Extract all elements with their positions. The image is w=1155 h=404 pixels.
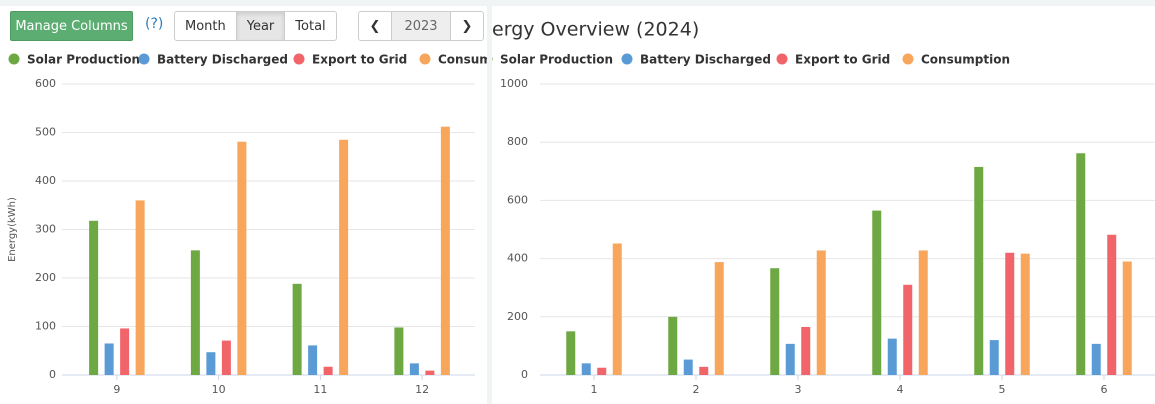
bar: [668, 316, 678, 375]
bar: [1091, 343, 1101, 375]
help-link[interactable]: (?): [145, 16, 164, 32]
bar: [292, 283, 302, 375]
bar: [394, 327, 404, 375]
y-tick-label: 400: [507, 252, 528, 265]
period-button[interactable]: Year: [235, 12, 285, 40]
y-tick-label: 0: [49, 368, 56, 381]
chart-title: Energy Overview (2024): [468, 19, 699, 41]
x-tick-label: 12: [415, 383, 429, 396]
bar: [683, 359, 693, 375]
manage-columns-button[interactable]: Manage Columns: [10, 11, 133, 41]
x-tick-label: 2: [693, 383, 700, 396]
bar: [89, 220, 99, 375]
bar: [699, 366, 709, 375]
right-chart: Energy Overview (2024) 0 200 400 600 800 1000 1…: [468, 19, 1155, 396]
bar: [989, 340, 999, 375]
bar: [918, 250, 928, 375]
bar: [1020, 253, 1030, 375]
bar: [221, 340, 231, 375]
legend-label: Export to Grid: [795, 53, 890, 67]
bar: [135, 200, 145, 375]
bar: [887, 338, 897, 375]
year-navigator: ❮ 2023 ❯: [358, 11, 484, 41]
bar: [974, 166, 984, 375]
top-strip: [0, 0, 1155, 6]
y-axis-label: Energy(kWh): [7, 197, 18, 262]
bar: [206, 352, 216, 375]
legend-label: Consumption: [921, 53, 1010, 67]
legend-marker: [8, 53, 20, 65]
legend-marker: [492, 56, 493, 62]
x-tick-label: 4: [897, 383, 904, 396]
period-button[interactable]: Total: [284, 12, 335, 40]
x-tick-label: 5: [999, 383, 1006, 396]
bar: [612, 243, 622, 375]
y-tick-label: 300: [35, 223, 56, 236]
x-tick-label: 1: [591, 383, 598, 396]
bar: [1005, 252, 1015, 375]
bar: [323, 366, 333, 375]
y-tick-label: 600: [35, 77, 56, 90]
bar: [190, 250, 200, 375]
legend-marker: [138, 53, 150, 65]
bar: [770, 268, 780, 375]
bar: [597, 367, 607, 375]
x-tick-label: 3: [795, 383, 802, 396]
x-tick-label: 11: [313, 383, 327, 396]
bar: [308, 345, 318, 375]
bar: [425, 370, 435, 375]
legend-marker: [419, 53, 431, 65]
legend-marker: [621, 53, 633, 65]
y-tick-label: 200: [35, 271, 56, 284]
bar: [1076, 153, 1086, 375]
bar: [440, 126, 450, 376]
y-tick-label: 1000: [500, 77, 528, 90]
year-display: 2023: [391, 12, 451, 40]
bar: [714, 262, 724, 375]
legend-label: Battery Discharged: [640, 53, 771, 67]
prev-year-button[interactable]: ❮: [369, 18, 381, 34]
bar: [816, 250, 826, 375]
bar: [104, 343, 114, 375]
divider: [487, 0, 492, 404]
x-tick-label: 9: [113, 383, 120, 396]
legend-label: Export to Grid: [312, 53, 407, 67]
bar: [339, 139, 349, 375]
bar: [785, 343, 795, 375]
bar: [237, 141, 247, 375]
bar: [581, 363, 591, 375]
legend-label: Battery Discharged: [157, 53, 288, 67]
x-tick-label: 10: [212, 383, 226, 396]
legend-marker: [293, 53, 305, 65]
y-tick-label: 800: [507, 135, 528, 148]
bar: [801, 326, 811, 375]
bar: [566, 331, 576, 375]
legend-label: Solar Production: [27, 53, 140, 67]
bar: [872, 210, 882, 375]
legend-marker: [902, 53, 914, 65]
y-tick-label: 400: [35, 174, 56, 187]
legend-label: Consumption: [438, 53, 527, 67]
bar: [903, 284, 913, 375]
bar: [1107, 234, 1117, 375]
y-tick-label: 500: [35, 126, 56, 139]
bar: [409, 363, 419, 375]
period-button[interactable]: Month: [185, 18, 226, 34]
y-tick-label: 0: [521, 368, 528, 381]
x-tick-label: 6: [1101, 383, 1108, 396]
legend-label: Solar Production: [500, 53, 613, 67]
y-tick-label: 100: [35, 320, 56, 333]
bar: [1122, 261, 1132, 375]
legend-marker: [776, 53, 788, 65]
bar: [120, 328, 130, 375]
next-year-button[interactable]: ❯: [461, 18, 473, 34]
y-tick-label: 600: [507, 193, 528, 206]
y-tick-label: 200: [507, 310, 528, 323]
period-selector: Month Year Total: [174, 11, 337, 41]
left-chart: Energy(kWh) 0 100 200 300 400 500 600 9 10 11 12 Sol…: [7, 53, 527, 397]
